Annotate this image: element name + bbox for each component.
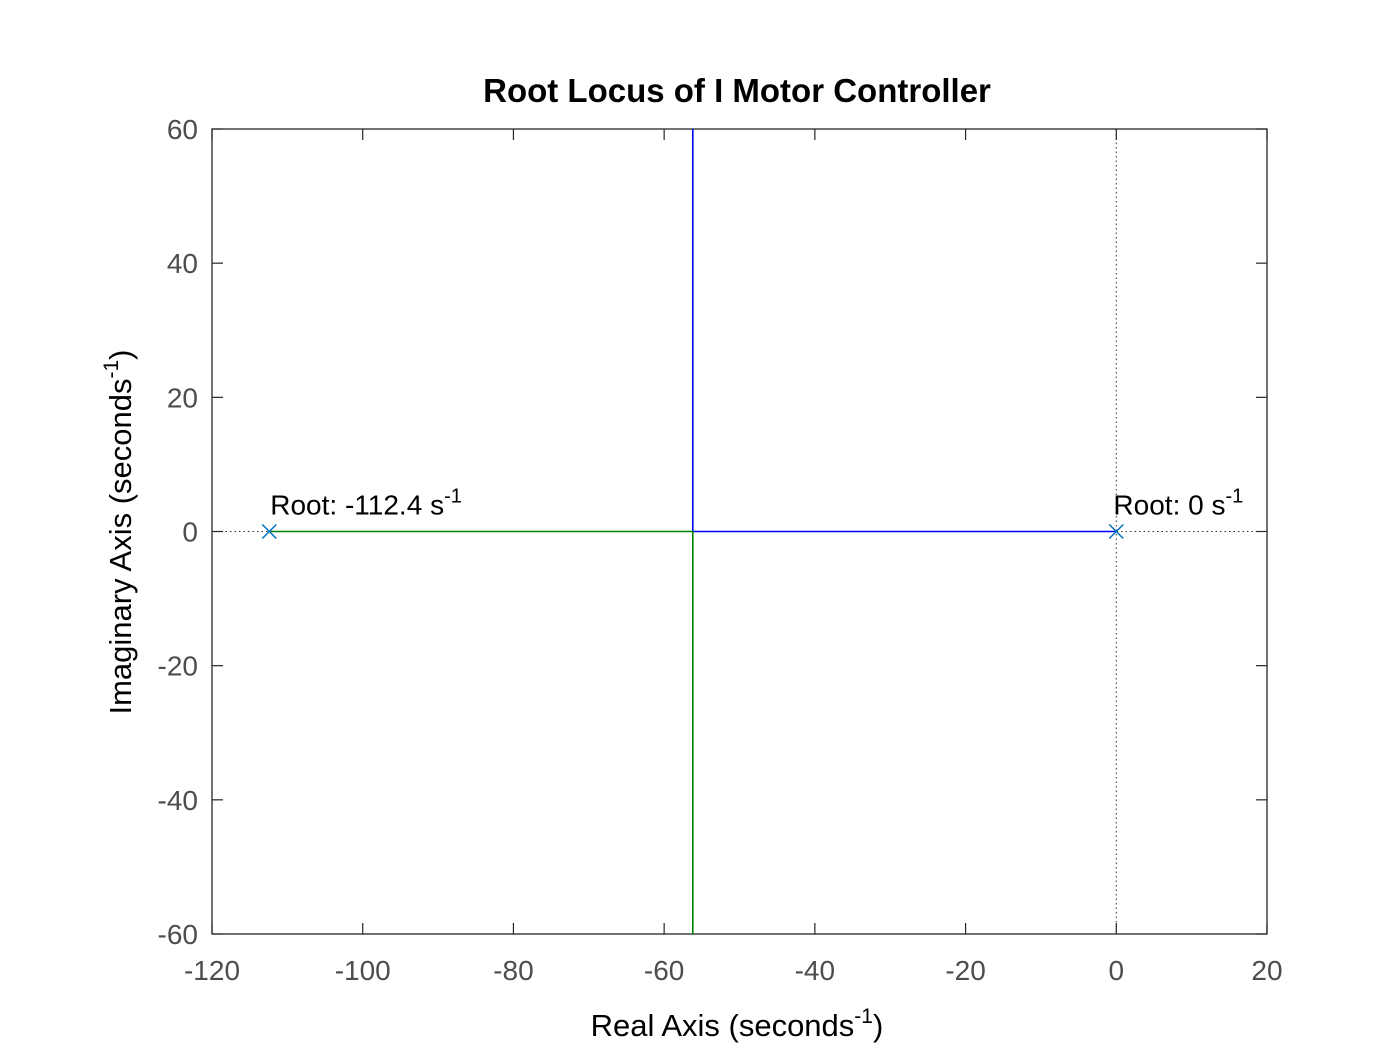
y-axis-title-exponent: -1 [100,360,123,379]
x-axis-title-exponent: -1 [854,1005,873,1028]
root-annotation-text: Root: 0 s [1113,490,1225,521]
x-tick-label: -20 [945,955,985,986]
y-tick-label: 40 [167,248,198,279]
y-axis-title-text: Imaginary Axis (seconds [103,379,138,715]
locus-branch-2 [269,530,694,934]
y-tick-label: -20 [158,651,198,682]
y-tick-label: 0 [182,517,198,548]
y-tick-label: 20 [167,382,198,413]
pole-marker-stroke [1108,523,1124,540]
pole-marker-stroke [261,523,277,540]
x-axis-title: Real Axis (seconds-1) [591,1005,884,1043]
y-tick-label: -60 [158,919,198,950]
x-tick-label: -100 [335,955,391,986]
plot-area: -120 -100 -80 -60 -40 -20 0 20 60 40 20 0 -20 -40 -60 R… [158,114,1283,986]
root-annotation-exponent: -1 [1225,486,1243,508]
y-axis-title: Imaginary Axis (seconds-1) [100,350,138,715]
y-axis-title-close: ) [103,350,138,360]
x-tick-label: -60 [644,955,684,986]
y-tick-label: 60 [167,114,198,145]
pole-marker [1108,523,1124,540]
x-tick-label: -40 [795,955,835,986]
root-annotation-exponent: -1 [444,486,462,508]
x-tick-label: -120 [184,955,240,986]
x-tick-label: -80 [493,955,533,986]
chart-title: Root Locus of I Motor Controller [483,72,991,109]
root-annotation: Root: 0 s-1 [1113,486,1243,521]
x-axis-title-text: Real Axis (seconds [591,1008,855,1043]
y-tick-label: -40 [158,785,198,816]
root-annotation-text: Root: -112.4 s [270,490,444,521]
pole-marker [261,523,277,540]
x-tick-label: 20 [1251,955,1282,986]
x-axis-title-close: ) [873,1008,883,1043]
root-annotation: Root: -112.4 s-1 [270,486,462,521]
x-tick-label: 0 [1108,955,1124,986]
